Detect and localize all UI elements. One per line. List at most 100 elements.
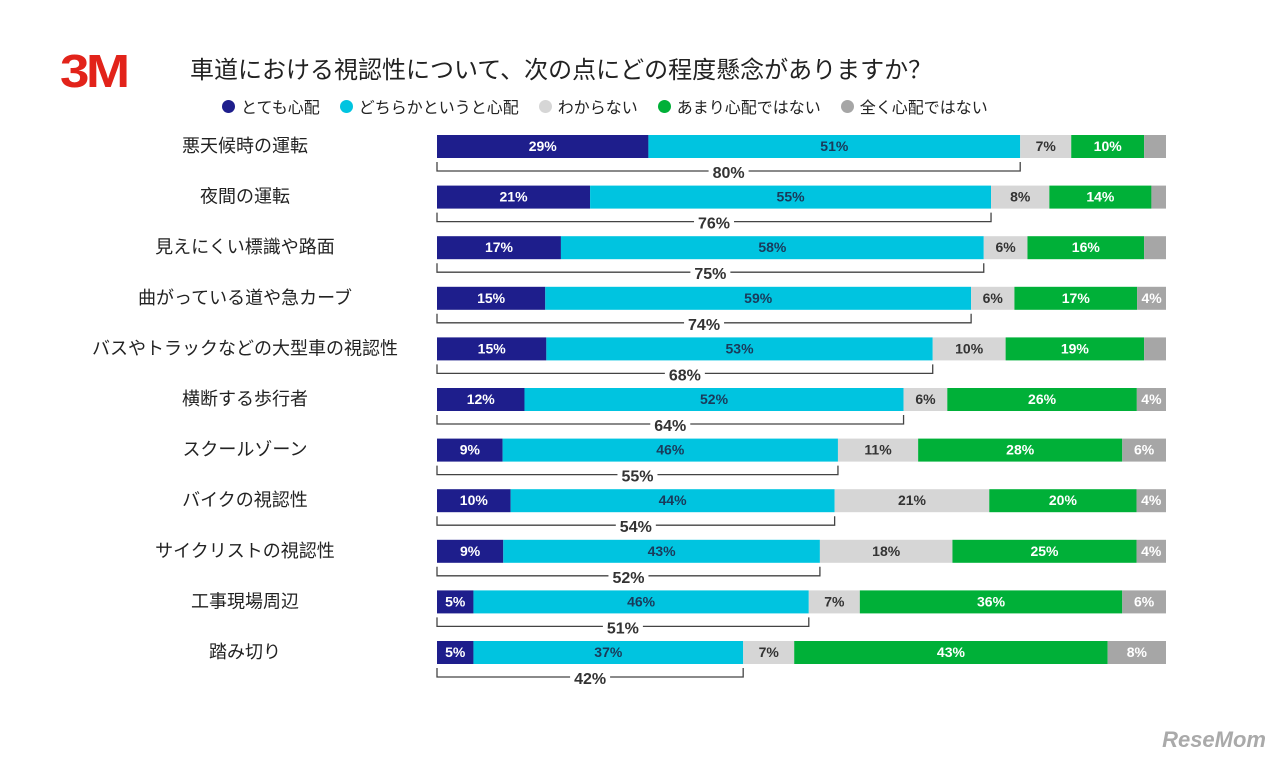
data-label: 46% [627, 593, 656, 609]
data-label: 37% [594, 644, 623, 660]
concern-total-label: 68% [669, 367, 701, 384]
data-label: 20% [1049, 492, 1078, 508]
bar-segment [437, 641, 474, 664]
bar-segment [1137, 286, 1166, 310]
category-label: 曲がっている道や急カーブ [138, 287, 352, 309]
total-bracket [436, 162, 1021, 172]
data-label: 10% [460, 492, 489, 508]
data-label: 36% [977, 593, 1006, 609]
bar-segment [1136, 539, 1166, 563]
data-label: 6% [996, 239, 1017, 255]
bar-segment [1144, 337, 1166, 361]
data-label: 9% [460, 442, 481, 458]
data-label: 11% [864, 442, 892, 458]
bar-segment [437, 590, 474, 614]
bar-segment [794, 641, 1108, 664]
bar-segment [819, 539, 953, 563]
data-label: 15% [477, 290, 506, 306]
bar-segment [1122, 590, 1166, 614]
bar-segment [437, 438, 503, 462]
bar-segment [1020, 135, 1072, 158]
bar-segment [1049, 185, 1152, 209]
bar-segment [947, 388, 1137, 411]
legend-label: とても心配 [241, 98, 320, 117]
concern-total-label: 64% [654, 418, 686, 435]
bar-segment [971, 286, 1015, 310]
concern-total-label: 54% [620, 519, 652, 536]
bar-segment [1014, 286, 1138, 310]
concern-total-label: 76% [698, 216, 730, 233]
bar-segment [437, 337, 547, 361]
concern-total-label: 75% [694, 266, 726, 283]
legend-item: とても心配 [222, 94, 320, 118]
data-label: 4% [1141, 391, 1162, 407]
legend-item: 全く心配ではない [840, 94, 988, 118]
data-label: 6% [915, 391, 936, 407]
data-label: 4% [1141, 492, 1162, 508]
legend-item: あまり心配ではない [657, 94, 821, 118]
data-label: 17% [485, 239, 514, 255]
concern-total-label: 55% [621, 469, 653, 486]
legend-dot-icon [339, 99, 353, 113]
total-bracket [436, 516, 836, 526]
data-label: 7% [1036, 138, 1057, 154]
data-label: 59% [744, 290, 773, 306]
bar-segment [991, 185, 1050, 209]
data-label: 4% [1141, 290, 1162, 306]
bar-segment [918, 438, 1123, 462]
total-bracket [436, 364, 934, 375]
chart-title: 車道における視認性について、次の点にどの程度懸念がありますか？ [190, 56, 933, 84]
data-label: 8% [1010, 189, 1031, 205]
bar-segment [834, 489, 990, 513]
data-label: 18% [872, 543, 901, 559]
category-label: 工事現場周辺 [191, 591, 299, 612]
bar-segment [437, 388, 525, 411]
legend: とても心配 どちらかというと心配 わからない あまり心配ではない 全く心配ではな… [222, 94, 988, 118]
bar-segment [560, 236, 984, 260]
data-label: 46% [656, 442, 685, 458]
bar-segment [1107, 641, 1166, 664]
category-label: バイクの視認性 [182, 490, 308, 511]
data-label: 8% [1127, 644, 1148, 660]
bar-segment [837, 438, 919, 462]
bar-segment [437, 489, 511, 513]
bar-segment [437, 185, 591, 209]
bar-segment [1071, 135, 1145, 158]
bar-segment [1027, 236, 1145, 260]
total-bracket [436, 263, 985, 273]
data-label: 19% [1061, 340, 1090, 356]
bar-segment [524, 388, 904, 411]
data-label: 58% [758, 239, 787, 255]
data-label: 52% [700, 391, 729, 407]
bar-segment [503, 539, 820, 563]
data-label: 12% [467, 391, 496, 407]
data-label: 21% [898, 492, 927, 508]
legend-dot-icon [657, 99, 671, 113]
bar-segment [546, 337, 933, 361]
data-label: 10% [1094, 138, 1123, 154]
bar-segment [502, 438, 838, 462]
legend-dot-icon [222, 99, 235, 113]
legend-label: 全く心配ではない [859, 98, 988, 117]
data-label: 7% [759, 644, 780, 660]
data-label: 4% [1141, 543, 1162, 559]
concern-total-label: 51% [607, 620, 639, 637]
category-label: サイクリストの視認性 [155, 541, 335, 562]
data-label: 5% [445, 593, 466, 609]
data-label: 6% [1134, 442, 1155, 458]
bar-segment [1144, 135, 1166, 158]
data-label: 9% [460, 543, 481, 559]
category-label: 見えにくい標識や路面 [155, 237, 335, 258]
bar-segment [1151, 185, 1166, 209]
bar-segment [952, 539, 1137, 563]
category-label: 悪天候時の運転 [182, 136, 308, 157]
data-label: 5% [445, 644, 466, 660]
data-label: 14% [1086, 189, 1115, 205]
bar-segment [590, 185, 992, 209]
bar-segment [1136, 489, 1166, 513]
data-label: 6% [1134, 593, 1155, 609]
bar-segment [437, 236, 561, 260]
bar-segment [473, 590, 809, 614]
bar-segment [808, 590, 860, 614]
